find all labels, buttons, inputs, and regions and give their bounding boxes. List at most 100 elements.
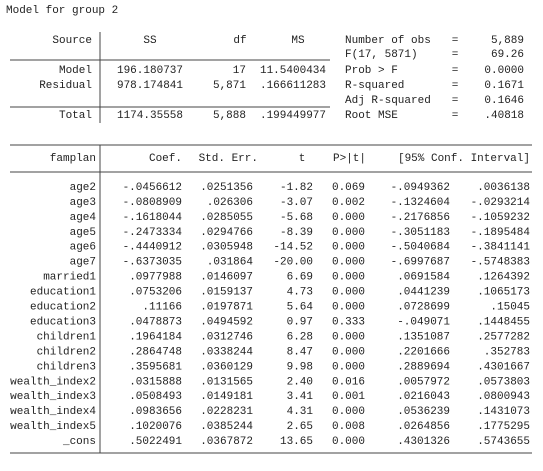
- coef-cell: 0.000: [332, 346, 365, 358]
- coef-cell: .0441239: [397, 287, 450, 299]
- coef-cell: 0.000: [332, 242, 365, 254]
- coef-cell: .031864: [207, 257, 254, 269]
- coef-cell: .0149181: [200, 391, 253, 403]
- coef-row-label: age6: [70, 242, 96, 254]
- coef-cell: .4301326: [397, 436, 450, 448]
- coef-cell: .2201666: [397, 346, 450, 358]
- coef-cell: .0057972: [397, 376, 450, 388]
- coef-cell: -.1895484: [471, 227, 531, 239]
- coef-cell: .0338244: [200, 346, 253, 358]
- coef-cell: .15045: [490, 302, 530, 314]
- coef-row-label: children2: [37, 346, 96, 358]
- stat-label: Root MSE: [345, 110, 398, 122]
- coef-cell: -.6373035: [123, 257, 182, 269]
- stat-equals: =: [452, 35, 459, 47]
- coef-cell: .0360129: [200, 361, 253, 373]
- anova-cell: .166611283: [260, 80, 326, 92]
- coef-cell: .0728699: [397, 302, 450, 314]
- stat-label: Prob > F: [345, 65, 398, 77]
- anova-cell: 1174.35558: [117, 110, 183, 122]
- anova-header: Source: [52, 35, 92, 47]
- anova-cell: 196.180737: [117, 65, 183, 77]
- anova-cell: 5,871: [213, 80, 246, 92]
- coef-cell: .0977988: [129, 272, 182, 284]
- coef-cell: 0.000: [332, 406, 365, 418]
- coef-cell: .1775295: [477, 421, 530, 433]
- coef-cell: .0146097: [200, 272, 253, 284]
- coef-cell: 0.069: [332, 182, 365, 194]
- coef-row-label: wealth_index3: [10, 391, 96, 403]
- anova-cell: 5,888: [213, 110, 246, 122]
- coef-cell: 0.000: [332, 287, 365, 299]
- stat-label: F(17, 5871): [345, 49, 418, 61]
- coef-cell: .1065173: [477, 287, 530, 299]
- coef-cell: .0691584: [397, 272, 450, 284]
- coef-cell: .5022491: [129, 436, 182, 448]
- coef-cell: -8.39: [280, 227, 313, 239]
- coef-header: Coef.: [149, 153, 182, 165]
- coef-cell: 0.000: [332, 212, 365, 224]
- stat-equals: =: [452, 95, 459, 107]
- coef-row-label: children3: [37, 361, 96, 373]
- coef-cell: -3.07: [280, 197, 313, 209]
- coef-cell: -.1324604: [391, 197, 451, 209]
- coef-row-label: wealth_index4: [10, 406, 96, 418]
- coef-cell: -.3841141: [471, 242, 531, 254]
- coef-cell: -.1618044: [123, 212, 183, 224]
- coef-row-label: _cons: [62, 436, 96, 448]
- coef-cell: 6.28: [287, 331, 313, 343]
- coef-cell: -.3051183: [391, 227, 450, 239]
- coef-row-label: age4: [70, 212, 97, 224]
- coef-row-label: age2: [70, 182, 96, 194]
- stat-value: 0.1671: [484, 80, 524, 92]
- coef-cell: -.0293214: [471, 197, 531, 209]
- coef-cell: .0573803: [477, 376, 530, 388]
- coef-cell: -1.82: [280, 182, 313, 194]
- coef-row-label: wealth_index5: [10, 421, 96, 433]
- coef-cell: .0753206: [129, 287, 182, 299]
- coef-cell: .0216043: [397, 391, 450, 403]
- coef-cell: .1448455: [477, 316, 530, 328]
- coef-cell: .2864748: [129, 346, 182, 358]
- anova-cell: .199449977: [260, 110, 326, 122]
- coef-cell: .1020076: [129, 421, 182, 433]
- coef-cell: .5743655: [477, 436, 530, 448]
- stat-value: 5,889: [491, 35, 524, 47]
- coef-cell: .2577282: [477, 331, 530, 343]
- coef-cell: .0197871: [200, 302, 253, 314]
- stat-value: 0.0000: [484, 65, 524, 77]
- coef-cell: .0508493: [129, 391, 182, 403]
- coef-cell: 0.000: [332, 302, 365, 314]
- coef-cell: .0385244: [200, 421, 253, 433]
- coef-cell: .0536239: [397, 406, 450, 418]
- coef-cell: .1264392: [477, 272, 530, 284]
- coef-row-label: married1: [43, 272, 96, 284]
- coef-cell: 0.000: [332, 436, 365, 448]
- stat-equals: =: [452, 65, 459, 77]
- stat-value: 0.1646: [484, 95, 524, 107]
- coef-cell: .0159137: [200, 287, 253, 299]
- coef-cell: -.2473334: [123, 227, 183, 239]
- coef-cell: 3.41: [287, 391, 314, 403]
- coef-cell: 0.97: [287, 316, 313, 328]
- coef-cell: -.049071: [397, 316, 450, 328]
- anova-row-label: Total: [59, 110, 92, 122]
- coef-cell: .0036138: [477, 182, 530, 194]
- coef-row-label: age3: [70, 197, 96, 209]
- coef-cell: 2.40: [287, 376, 313, 388]
- anova-cell: 11.5400434: [260, 65, 326, 77]
- coef-cell: 0.000: [332, 331, 365, 343]
- coef-cell: 4.31: [287, 406, 314, 418]
- coef-cell: 0.008: [332, 421, 365, 433]
- coef-cell: .0494592: [200, 316, 253, 328]
- stat-value: 69.26: [491, 49, 524, 61]
- coef-cell: .0264856: [397, 421, 450, 433]
- coef-cell: .026306: [207, 197, 253, 209]
- coef-row-label: education1: [30, 287, 96, 299]
- coef-cell: -.0949362: [391, 182, 450, 194]
- coef-cell: 9.98: [287, 361, 313, 373]
- coef-cell: 5.64: [287, 302, 314, 314]
- coef-cell: .0367872: [200, 436, 253, 448]
- coef-cell: .0315888: [129, 376, 182, 388]
- anova-row-label: Residual: [39, 80, 92, 92]
